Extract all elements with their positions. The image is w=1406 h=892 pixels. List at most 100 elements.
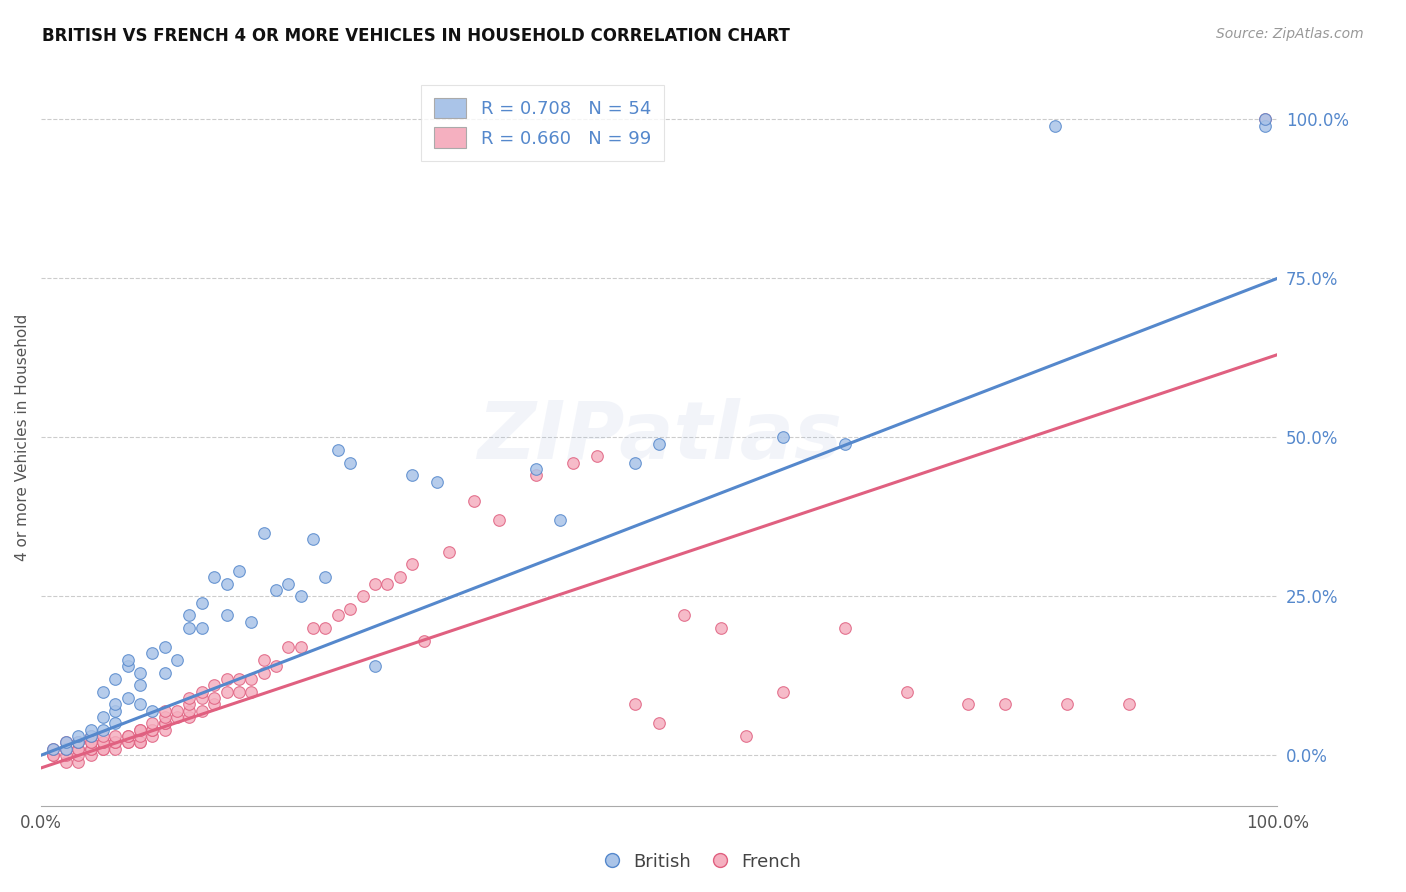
Point [202, 678, 225, 692]
Point [79, 742, 101, 756]
Point [772, 430, 794, 444]
Point [1254, 119, 1277, 133]
Point [623, 698, 645, 712]
Point [91, 710, 114, 724]
Point [67, 735, 90, 749]
Point [91, 735, 114, 749]
Point [1254, 112, 1277, 127]
Point [401, 558, 423, 572]
Point [561, 456, 583, 470]
Point [153, 640, 176, 654]
Point [104, 735, 127, 749]
Point [104, 672, 127, 686]
Point [586, 450, 609, 464]
Point [141, 723, 163, 737]
Point [179, 608, 201, 623]
Point [129, 723, 152, 737]
Point [673, 608, 696, 623]
Point [202, 570, 225, 584]
Text: ZIPatlas: ZIPatlas [477, 399, 842, 476]
Point [91, 723, 114, 737]
Point [623, 456, 645, 470]
Y-axis label: 4 or more Vehicles in Household: 4 or more Vehicles in Household [15, 314, 30, 561]
Point [240, 684, 263, 698]
Point [364, 576, 387, 591]
Point [104, 742, 127, 756]
Point [253, 525, 276, 540]
Point [240, 615, 263, 629]
Point [55, 742, 77, 756]
Point [215, 672, 238, 686]
Point [463, 494, 485, 508]
Point [1043, 119, 1066, 133]
Point [117, 729, 139, 743]
Point [179, 621, 201, 635]
Point [228, 684, 250, 698]
Point [55, 742, 77, 756]
Point [277, 640, 299, 654]
Point [326, 442, 349, 457]
Point [488, 513, 510, 527]
Point [994, 698, 1017, 712]
Point [91, 742, 114, 756]
Point [290, 640, 312, 654]
Point [141, 716, 163, 731]
Point [253, 665, 276, 680]
Point [302, 532, 325, 546]
Point [1056, 698, 1078, 712]
Point [191, 684, 214, 698]
Point [264, 582, 287, 597]
Point [896, 684, 918, 698]
Legend: R = 0.708   N = 54, R = 0.660   N = 99: R = 0.708 N = 54, R = 0.660 N = 99 [420, 85, 664, 161]
Point [648, 716, 671, 731]
Point [91, 684, 114, 698]
Point [117, 690, 139, 705]
Point [141, 647, 163, 661]
Point [55, 742, 77, 756]
Point [524, 462, 547, 476]
Point [141, 723, 163, 737]
Point [79, 742, 101, 756]
Point [202, 690, 225, 705]
Point [79, 748, 101, 763]
Point [153, 716, 176, 731]
Point [153, 704, 176, 718]
Point [550, 513, 572, 527]
Point [264, 659, 287, 673]
Point [67, 742, 90, 756]
Point [153, 723, 176, 737]
Point [413, 633, 436, 648]
Point [91, 735, 114, 749]
Point [141, 729, 163, 743]
Point [364, 659, 387, 673]
Point [67, 748, 90, 763]
Point [79, 723, 101, 737]
Point [117, 735, 139, 749]
Point [1118, 698, 1140, 712]
Point [228, 564, 250, 578]
Point [117, 653, 139, 667]
Point [179, 704, 201, 718]
Point [191, 704, 214, 718]
Text: Source: ZipAtlas.com: Source: ZipAtlas.com [1216, 27, 1364, 41]
Point [67, 735, 90, 749]
Point [314, 570, 336, 584]
Point [79, 729, 101, 743]
Point [524, 468, 547, 483]
Point [129, 698, 152, 712]
Point [129, 735, 152, 749]
Point [117, 729, 139, 743]
Point [67, 729, 90, 743]
Point [339, 602, 361, 616]
Point [179, 698, 201, 712]
Point [129, 665, 152, 680]
Point [648, 436, 671, 450]
Point [314, 621, 336, 635]
Point [91, 729, 114, 743]
Point [710, 621, 733, 635]
Point [426, 475, 449, 489]
Point [253, 653, 276, 667]
Point [42, 742, 65, 756]
Point [129, 723, 152, 737]
Point [67, 742, 90, 756]
